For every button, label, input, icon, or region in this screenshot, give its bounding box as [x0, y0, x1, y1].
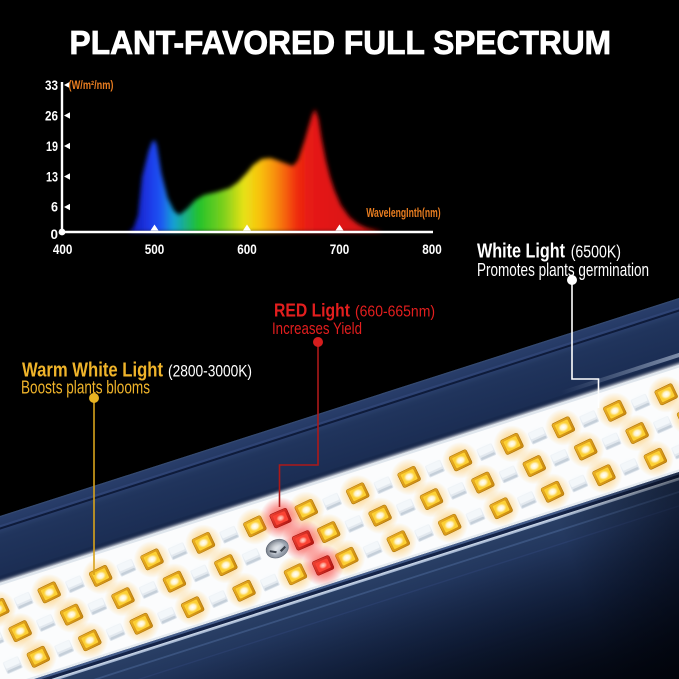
svg-text:33: 33 [45, 78, 58, 93]
svg-text:6: 6 [51, 200, 58, 215]
svg-text:PLANT-FAVORED FULL SPECTRUM: PLANT-FAVORED FULL SPECTRUM [70, 24, 612, 61]
svg-text:13: 13 [46, 170, 58, 185]
svg-text:(W/m²/nm): (W/m²/nm) [69, 78, 114, 92]
svg-text:(660-665nm): (660-665nm) [355, 304, 435, 321]
svg-text:White Light: White Light [477, 241, 565, 263]
svg-text:500: 500 [145, 241, 165, 257]
svg-text:26: 26 [45, 109, 58, 124]
svg-text:Increases Yield: Increases Yield [272, 319, 362, 338]
svg-text:RED Light: RED Light [274, 300, 350, 321]
svg-text:0: 0 [51, 227, 59, 242]
svg-text:(2800-3000K): (2800-3000K) [168, 362, 252, 381]
svg-text:600: 600 [237, 241, 257, 257]
svg-text:700: 700 [330, 241, 350, 257]
svg-text:Warm White Light: Warm White Light [22, 360, 163, 382]
svg-text:400: 400 [53, 241, 73, 257]
svg-text:Boosts plants blooms: Boosts plants blooms [21, 378, 150, 398]
svg-text:(6500K): (6500K) [571, 242, 621, 262]
svg-text:800: 800 [422, 241, 442, 257]
svg-text:19: 19 [46, 139, 58, 154]
svg-text:Promotes plants germination: Promotes plants germination [477, 259, 649, 280]
svg-text:WavelengInth(nm): WavelengInth(nm) [366, 206, 441, 220]
